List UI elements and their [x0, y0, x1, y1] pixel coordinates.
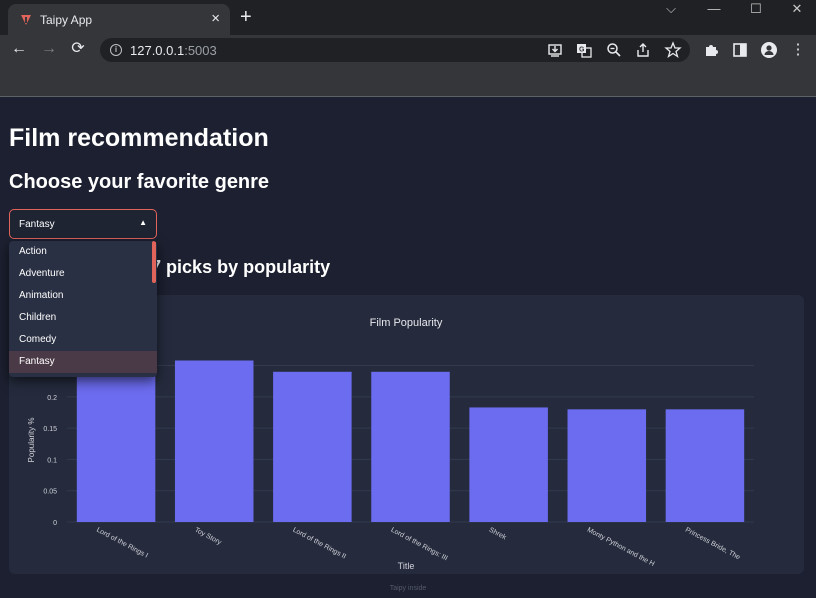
browser-toolbar: ← → ⟳ i 127.0.0.1 :5003 G ⋮ — [0, 35, 816, 65]
dropdown-option[interactable]: Animation — [19, 290, 64, 301]
footer-text: Taipy inside — [389, 585, 427, 592]
minimize-icon[interactable]: — — [707, 1, 721, 16]
x-tick-label: Toy Story — [193, 527, 222, 547]
new-tab-icon[interactable]: + — [240, 6, 252, 28]
x-tick-label: Lord of the Rings: III — [390, 527, 449, 563]
chart-title: Film Popularity — [370, 317, 443, 329]
genre-dropdown-list: Action Adventure Animation Children Comedy Fa… — [9, 241, 157, 377]
back-icon[interactable]: ← — [11, 40, 27, 57]
side-panel-icon[interactable] — [731, 41, 749, 59]
bookmarks-bar — [0, 65, 816, 97]
x-tick-label: Princess Bride, The — [684, 527, 741, 562]
dropdown-scrollbar[interactable] — [152, 241, 156, 283]
x-tick-label: Lord of the Rings II — [291, 527, 347, 561]
extensions-icon[interactable] — [702, 41, 720, 59]
y-tick-label: 0.15 — [43, 426, 57, 433]
bar — [665, 409, 745, 522]
forward-icon[interactable]: → — [41, 40, 57, 57]
window-close-icon[interactable]: ✕ — [791, 1, 803, 16]
genre-select-value: Fantasy — [19, 219, 55, 230]
y-tick-label: 0.1 — [47, 457, 57, 464]
browser-tab-bar: Taipy App × + ⌵ — ☐ ✕ — [0, 0, 816, 35]
maximize-icon[interactable]: ☐ — [750, 1, 762, 16]
menu-kebab-icon[interactable]: ⋮ — [790, 41, 806, 58]
caret-up-icon: ▲ — [139, 218, 147, 227]
tab-close-icon[interactable]: × — [211, 10, 220, 27]
bar — [469, 407, 548, 522]
dropdown-option[interactable]: Fantasy — [9, 351, 157, 373]
dropdown-option[interactable]: Action — [19, 246, 47, 257]
dropdown-option[interactable]: Children — [19, 312, 57, 323]
bar — [273, 371, 352, 522]
address-bar[interactable]: i 127.0.0.1 :5003 — [100, 38, 690, 62]
site-info-icon[interactable]: i — [110, 44, 122, 56]
page-title: Film recommendation — [9, 124, 269, 152]
share-icon[interactable] — [634, 41, 652, 59]
x-axis-label: Title — [398, 561, 415, 571]
install-app-icon[interactable] — [546, 41, 564, 59]
bookmark-star-icon[interactable] — [664, 41, 682, 59]
bar — [567, 409, 647, 522]
x-tick-label: Monty Python and the H — [586, 527, 656, 568]
y-tick-label: 0 — [53, 520, 57, 527]
tab-title: Taipy App — [40, 12, 93, 27]
bar — [371, 371, 450, 522]
popularity-chart: Film Popularity 0 0.05 0.1 0.15 0.2 Lord of th… — [27, 317, 754, 571]
genre-select[interactable]: Fantasy ▲ — [9, 209, 157, 239]
dropdown-option[interactable]: Comedy — [19, 334, 57, 345]
bar — [76, 363, 156, 522]
x-tick-label: Shrek — [488, 527, 508, 542]
profile-avatar-icon[interactable] — [760, 41, 778, 59]
taipy-favicon-icon — [21, 14, 31, 25]
url-host: 127.0.0.1 — [130, 42, 185, 58]
svg-text:G: G — [579, 47, 585, 54]
tab-search-icon[interactable]: ⌵ — [666, 1, 676, 16]
y-tick-label: 0.2 — [47, 395, 57, 402]
y-tick-label: 0.05 — [43, 489, 57, 496]
genre-heading: Choose your favorite genre — [9, 171, 270, 193]
browser-tab[interactable]: Taipy App × — [8, 4, 230, 35]
x-tick-label: Lord of the Rings I — [95, 527, 149, 560]
bar — [174, 360, 254, 522]
reload-icon[interactable]: ⟳ — [71, 40, 85, 57]
zoom-icon[interactable] — [605, 41, 623, 59]
url-port: :5003 — [184, 42, 217, 58]
translate-icon[interactable]: G — [575, 41, 593, 59]
y-axis-label: Popularity % — [27, 418, 36, 463]
dropdown-option[interactable]: Adventure — [19, 268, 65, 279]
